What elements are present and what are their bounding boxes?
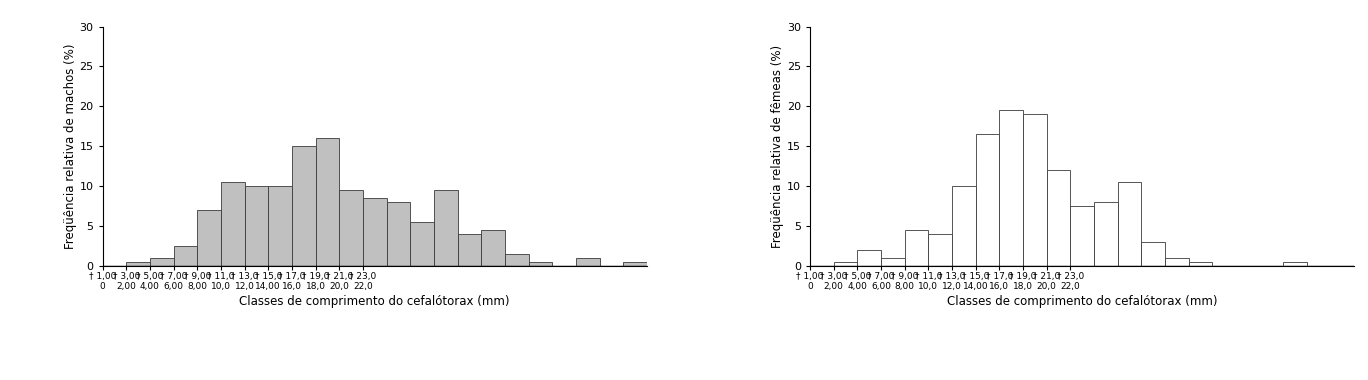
Bar <box>858 250 881 266</box>
Bar <box>268 186 291 266</box>
Bar <box>929 234 952 266</box>
Bar <box>624 262 647 266</box>
Bar <box>833 262 858 266</box>
Bar <box>505 254 528 266</box>
Bar <box>482 230 505 266</box>
Bar <box>434 190 457 266</box>
Bar <box>975 134 1000 266</box>
Bar <box>1023 114 1047 266</box>
Bar <box>1000 110 1023 266</box>
Bar <box>126 262 150 266</box>
Bar <box>1189 262 1212 266</box>
Bar <box>1283 262 1306 266</box>
Bar <box>220 182 245 266</box>
X-axis label: Classes de comprimento do cefalótorax (mm): Classes de comprimento do cefalótorax (m… <box>947 295 1218 308</box>
Y-axis label: Freqüência relativa de machos (%): Freqüência relativa de machos (%) <box>64 44 77 249</box>
Bar <box>881 258 904 266</box>
Bar <box>952 186 975 266</box>
Bar <box>528 262 553 266</box>
Bar <box>316 138 339 266</box>
Bar <box>576 258 599 266</box>
X-axis label: Classes de comprimento do cefalótorax (mm): Classes de comprimento do cefalótorax (m… <box>239 295 510 308</box>
Bar <box>457 234 482 266</box>
Bar <box>1047 170 1070 266</box>
Bar <box>1070 206 1094 266</box>
Bar <box>1118 182 1141 266</box>
Bar <box>174 246 197 266</box>
Y-axis label: Freqüência relativa de fêmeas (%): Freqüência relativa de fêmeas (%) <box>772 45 784 248</box>
Bar <box>150 258 174 266</box>
Bar <box>410 222 434 266</box>
Bar <box>904 230 929 266</box>
Bar <box>245 186 268 266</box>
Bar <box>291 146 316 266</box>
Bar <box>1141 242 1166 266</box>
Bar <box>339 190 363 266</box>
Bar <box>1094 202 1118 266</box>
Bar <box>387 202 410 266</box>
Bar <box>197 210 220 266</box>
Bar <box>363 198 387 266</box>
Bar <box>1166 258 1189 266</box>
